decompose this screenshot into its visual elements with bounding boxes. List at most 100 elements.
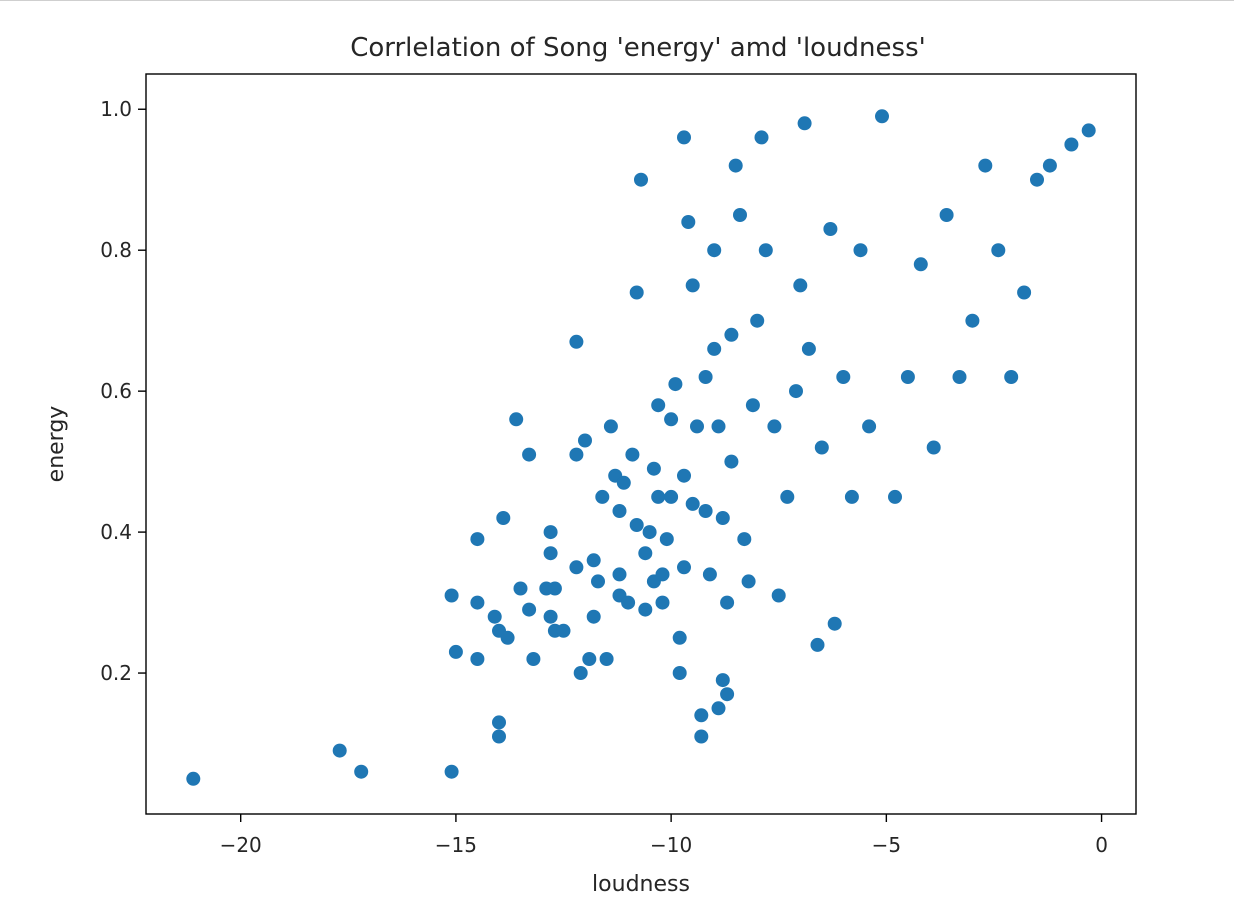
data-point: [978, 158, 993, 173]
data-point: [591, 574, 605, 589]
data-point: [991, 243, 1006, 258]
data-point: [470, 532, 485, 547]
data-point: [698, 504, 713, 518]
data-point: [862, 419, 877, 434]
data-point: [492, 715, 506, 730]
data-point: [733, 208, 747, 222]
data-point: [720, 687, 735, 702]
y-axis-label: energy: [44, 406, 69, 483]
data-point: [543, 525, 558, 540]
data-point: [655, 567, 670, 582]
data-point: [659, 532, 674, 547]
data-point: [681, 215, 696, 229]
data-point: [595, 489, 610, 504]
data-point: [569, 560, 584, 575]
data-point: [599, 652, 614, 666]
data-point: [556, 623, 571, 638]
data-point: [1081, 123, 1096, 138]
data-point: [522, 602, 537, 617]
data-point: [888, 489, 902, 504]
data-point: [694, 708, 709, 723]
y-tick-label: 1.0: [100, 97, 132, 121]
x-tick-label: −15: [435, 833, 477, 857]
chart-title: Corrlelation of Song 'energy' amd 'loudn…: [350, 33, 926, 63]
data-point: [677, 560, 691, 575]
data-point: [651, 489, 666, 504]
data-point: [702, 567, 717, 582]
data-point: [853, 243, 868, 258]
data-point: [354, 764, 369, 779]
data-point: [926, 440, 941, 455]
data-point: [586, 609, 601, 624]
data-point: [1004, 370, 1019, 384]
data-point: [629, 285, 644, 300]
data-point: [823, 222, 838, 236]
data-point: [642, 525, 657, 540]
data-point: [522, 447, 537, 462]
x-axis-ticks: −20 −15 −10 −5 0: [220, 814, 1108, 857]
data-point: [526, 652, 541, 666]
data-point: [677, 468, 691, 483]
data-point: [745, 398, 760, 413]
data-point: [810, 637, 825, 652]
data-point: [470, 595, 485, 610]
data-point: [629, 518, 644, 532]
y-tick-label: 0.8: [100, 238, 132, 262]
data-point: [646, 461, 661, 476]
data-point: [836, 370, 851, 384]
data-point: [789, 384, 803, 399]
data-point: [900, 370, 915, 384]
data-point: [801, 341, 816, 356]
data-point: [573, 666, 588, 680]
data-point: [771, 588, 786, 603]
data-point: [625, 447, 640, 462]
data-point: [616, 475, 631, 490]
data-point: [638, 602, 653, 617]
data-point: [707, 341, 722, 356]
data-point: [543, 546, 558, 561]
data-point: [621, 595, 636, 610]
data-point: [543, 609, 558, 624]
data-point: [875, 109, 889, 124]
x-tick-label: 0: [1095, 833, 1108, 857]
y-tick-label: 0.4: [100, 520, 132, 544]
data-point: [677, 130, 691, 145]
data-point: [724, 454, 739, 469]
x-tick-label: −10: [650, 833, 692, 857]
data-point: [1030, 172, 1044, 187]
data-point: [444, 588, 459, 603]
data-point: [685, 496, 700, 511]
data-point: [569, 334, 584, 349]
data-point: [547, 581, 562, 596]
data-point: [797, 116, 812, 131]
data-point: [513, 581, 528, 596]
data-point: [672, 630, 687, 645]
data-point: [939, 208, 954, 222]
plot-area: [145, 73, 1137, 815]
data-point: [814, 440, 829, 455]
data-point: [1064, 137, 1079, 152]
data-point: [612, 567, 627, 582]
y-tick-label: 0.2: [100, 661, 132, 685]
y-tick-label: 0.6: [100, 379, 132, 403]
data-point: [965, 313, 980, 328]
data-point: [685, 278, 700, 293]
data-point: [672, 666, 687, 680]
x-tick-label: −20: [220, 833, 262, 857]
data-point: [1042, 158, 1057, 173]
data-point: [913, 257, 928, 272]
data-point: [728, 158, 743, 173]
data-point: [720, 595, 735, 610]
data-point: [664, 412, 679, 427]
data-point: [186, 771, 201, 786]
data-point: [750, 313, 765, 328]
data-point: [694, 729, 709, 744]
data-point: [698, 370, 713, 384]
data-point: [634, 172, 648, 187]
data-point: [1017, 285, 1032, 300]
data-point: [603, 419, 618, 434]
data-point: [741, 574, 756, 589]
data-point: [952, 370, 967, 384]
data-point: [500, 630, 515, 645]
data-point: [470, 652, 485, 666]
